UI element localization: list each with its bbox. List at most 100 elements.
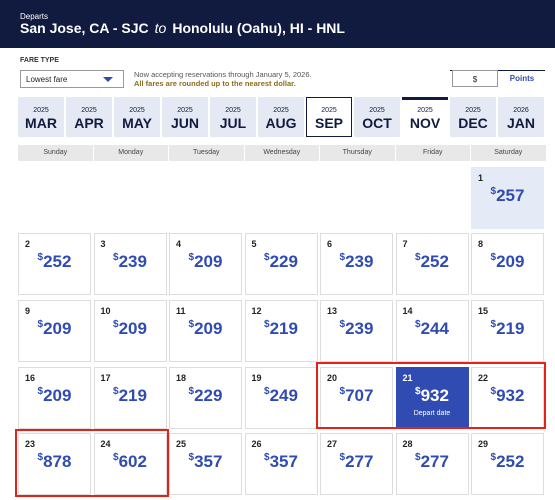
fare: $219 [472,319,543,339]
currency-symbol: $ [339,452,346,463]
currency-symbol: $ [113,386,119,397]
fare-amount: 209 [194,252,223,271]
day-cell[interactable]: 25 $357 [169,433,242,495]
fare: $239 [321,319,392,339]
month-name: JUL [219,115,247,131]
day-cell[interactable]: 26 $357 [244,433,318,495]
currency-symbol: $ [264,386,270,397]
fare: $249 [246,386,317,406]
month-name: MAY [122,115,152,131]
fare: $209 [19,386,90,406]
day-cell[interactable]: 9 $209 [18,300,91,362]
fare-amount: 252 [496,452,525,471]
fare: $932 [397,386,468,406]
day-number: 28 [402,439,413,449]
currency-symbol: $ [264,319,270,330]
fare: $229 [170,386,241,406]
day-number: 24 [100,439,111,449]
fare-amount: 219 [269,319,298,338]
currency-symbol: $ [490,386,497,397]
day-cell[interactable]: 5 $229 [244,233,318,295]
depart-date-label: Depart date [413,410,451,417]
day-cell[interactable]: 23 $878 [18,433,91,495]
day-cell[interactable]: 14 $244 [395,300,469,362]
month-tab[interactable]: 2025 AUG [258,97,304,137]
day-cell[interactable]: 13 $239 [320,300,393,362]
month-tab[interactable]: 2025 SEP [306,97,352,137]
currency-symbol: $ [415,452,421,463]
month-year: 2025 [465,107,481,114]
month-year: 2025 [417,107,433,114]
day-cell[interactable]: 28 $277 [395,433,469,495]
day-number: 23 [25,439,36,449]
month-tab[interactable]: 2026 JAN [498,97,544,137]
day-cell[interactable]: 18 $229 [169,367,242,429]
fare-amount: 878 [43,452,72,471]
fare-amount: 219 [118,386,147,405]
day-cell[interactable]: 8 $209 [471,233,544,295]
day-cell[interactable]: 12 $219 [244,300,318,362]
day-number: 20 [327,373,338,383]
fare-type-select[interactable]: Lowest fare [20,70,124,88]
weekday-header: Tuesday [169,145,244,161]
day-cell[interactable]: 16 $209 [18,367,91,429]
day-number: 11 [176,306,186,316]
month-year: 2025 [81,107,97,114]
currency-symbol: $ [188,386,195,397]
day-cell[interactable]: 6 $239 [320,233,393,295]
day-cell[interactable]: 19 $249 [244,367,318,429]
currency-symbol: $ [113,319,119,330]
day-number: 27 [327,439,338,449]
day-number: 22 [478,373,489,383]
day-cell[interactable]: 24 $602 [93,433,167,495]
month-tab[interactable]: 2025 MAR [18,97,64,137]
month-tab[interactable]: 2025 OCT [354,97,400,137]
day-number: 13 [327,306,338,316]
day-cell[interactable]: 20 $707 [320,367,393,429]
fare: $252 [472,452,543,472]
day-number: 5 [251,239,257,249]
fare-amount: 209 [43,319,72,338]
day-cell[interactable]: 1 $257 [471,167,544,229]
route: San Jose, CA - SJC to Honolulu (Oahu), HI … [20,20,345,36]
fare-amount: 229 [269,252,298,271]
currency-symbol: $ [113,452,119,463]
currency-symbol: $ [113,252,119,263]
month-tab[interactable]: 2025 MAY [114,97,160,137]
month-tab[interactable]: 2025 NOV [402,97,448,137]
currency-symbol: $ [37,252,44,263]
fare: $277 [321,452,392,472]
day-cell[interactable]: 3 $239 [93,233,167,295]
day-number: 3 [100,239,106,249]
day-cell[interactable]: 17 $219 [93,367,167,429]
month-tab[interactable]: 2025 JUN [162,97,208,137]
day-cell[interactable]: 29 $252 [471,433,544,495]
day-cell[interactable]: 2 $252 [18,233,91,295]
day-cell[interactable]: 7 $252 [395,233,469,295]
month-name: JUN [170,115,199,131]
fare: $209 [19,319,90,339]
day-number: 15 [478,306,489,316]
departs-label: Departs [20,12,49,21]
day-cell[interactable]: 11 $209 [169,300,242,362]
month-tab[interactable]: 2025 APR [66,97,112,137]
month-year: 2025 [225,107,241,114]
currency-symbol: $ [415,319,421,330]
day-cell[interactable]: 27 $277 [320,433,393,495]
day-number: 6 [327,239,333,249]
month-year: 2025 [321,107,337,114]
month-tab[interactable]: 2025 DEC [450,97,496,137]
fare-type-value: Lowest fare [26,75,68,84]
currency-option[interactable]: Points [509,74,535,83]
fare-amount: 239 [345,252,374,271]
weekday-header: Saturday [471,145,546,161]
month-tab[interactable]: 2025 JUL [210,97,256,137]
day-number: 2 [25,239,31,249]
day-cell[interactable]: 4 $209 [169,233,242,295]
month-name: APR [74,115,104,131]
day-cell[interactable]: 10 $209 [93,300,167,362]
currency-option[interactable]: $ [452,70,498,87]
day-cell[interactable]: 15 $219 [471,300,544,362]
fare: $257 [472,186,543,206]
